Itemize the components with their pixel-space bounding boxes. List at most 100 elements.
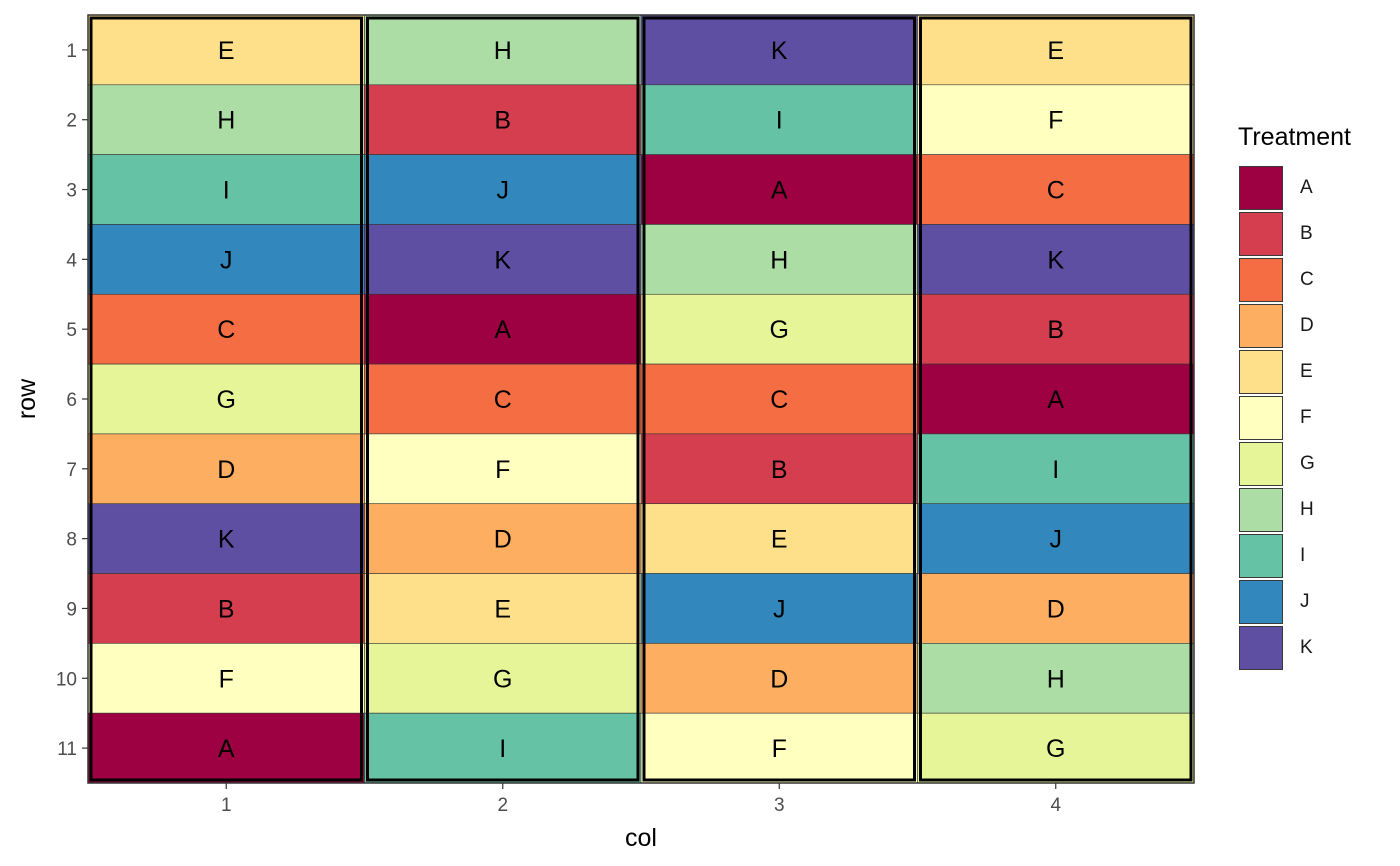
tile-label-col3-row5: G bbox=[770, 316, 789, 344]
tile-label-col3-row3: A bbox=[771, 177, 788, 205]
tiles-layer bbox=[87, 14, 1195, 784]
tile-label-col3-row7: B bbox=[771, 456, 788, 484]
legend-label: H bbox=[1300, 499, 1314, 520]
legend-label: C bbox=[1300, 269, 1314, 290]
y-tick-label: 7 bbox=[66, 460, 77, 481]
block-outline-col3 bbox=[642, 16, 916, 782]
x-tick-label: 2 bbox=[497, 795, 508, 816]
y-tick-label: 5 bbox=[66, 320, 77, 341]
tile-label-col4-row5: B bbox=[1047, 316, 1064, 344]
x-tick-label: 3 bbox=[774, 795, 785, 816]
tile-label-col3-row4: H bbox=[770, 246, 788, 274]
tile-label-col3-row11: F bbox=[772, 735, 787, 763]
tile-label-col2-row10: G bbox=[493, 665, 512, 693]
tile-col2-row7 bbox=[364, 433, 642, 505]
tile-col3-row6 bbox=[640, 363, 918, 435]
tile-col4-row11 bbox=[917, 712, 1195, 784]
legend-item: I bbox=[1238, 533, 1315, 579]
legend-key-swatch bbox=[1239, 350, 1283, 394]
tile-label-col1-row7: D bbox=[217, 456, 235, 484]
legend-key-swatch bbox=[1239, 258, 1283, 302]
tile-label-col4-row6: A bbox=[1047, 386, 1064, 414]
legend-item: G bbox=[1238, 441, 1315, 487]
tile-col2-row2 bbox=[364, 84, 642, 155]
tile-col2-row6 bbox=[364, 363, 642, 435]
tile-col2-row5 bbox=[364, 293, 642, 365]
tile-label-col3-row1: K bbox=[771, 37, 788, 65]
legend-item: H bbox=[1238, 487, 1315, 533]
column-blocks-layer bbox=[89, 16, 1193, 782]
y-tick-label: 1 bbox=[66, 41, 77, 62]
legend-key-swatch bbox=[1239, 212, 1283, 256]
legend-key-swatch bbox=[1239, 488, 1283, 532]
tile-col4-row10 bbox=[917, 643, 1195, 714]
legend-label: D bbox=[1300, 315, 1314, 336]
tile-col3-row4 bbox=[640, 224, 918, 295]
tile-label-col2-row8: D bbox=[494, 526, 512, 554]
tile-col2-row10 bbox=[364, 643, 642, 714]
tile-col2-row1 bbox=[364, 14, 642, 86]
legend-key-swatch bbox=[1239, 304, 1283, 348]
tile-label-col2-row1: H bbox=[494, 37, 512, 65]
legend-key-swatch bbox=[1239, 396, 1283, 440]
y-axis-label: row bbox=[13, 378, 41, 419]
tile-label-col3-row6: C bbox=[770, 386, 788, 414]
y-tick-label: 3 bbox=[66, 181, 77, 202]
y-tick-label: 11 bbox=[57, 739, 77, 760]
tile-label-col3-row2: I bbox=[776, 107, 783, 135]
tile-label-col1-row9: B bbox=[218, 595, 235, 623]
legend-item: F bbox=[1238, 395, 1315, 441]
tile-col3-row7 bbox=[640, 433, 918, 505]
legend-item: E bbox=[1238, 349, 1315, 395]
x-axis-label: col bbox=[625, 824, 657, 852]
legend-item: J bbox=[1238, 579, 1315, 625]
x-tick-label: 4 bbox=[1050, 795, 1061, 816]
tile-col4-row9 bbox=[917, 573, 1195, 644]
tile-col1-row7 bbox=[87, 433, 365, 505]
y-axis: 1 2 3 4 5 6 7 8 9 10 11 bbox=[56, 41, 88, 760]
tile-col4-row6 bbox=[917, 363, 1195, 435]
tile-col4-row2 bbox=[917, 84, 1195, 155]
legend-label: F bbox=[1300, 407, 1312, 428]
y-tick-label: 4 bbox=[66, 250, 77, 271]
legend: A B C D E F G H I J K bbox=[1238, 165, 1315, 671]
legend-item: D bbox=[1238, 303, 1315, 349]
legend-label: E bbox=[1300, 361, 1313, 382]
tile-col2-row8 bbox=[364, 503, 642, 574]
legend-label: J bbox=[1300, 591, 1310, 612]
legend-key-swatch bbox=[1239, 442, 1283, 486]
legend-label: K bbox=[1300, 637, 1313, 658]
legend-item: B bbox=[1238, 211, 1315, 257]
tile-label-col2-row6: C bbox=[494, 386, 512, 414]
tile-labels-layer: E H I J C G D K B F A H B J K A C F D E G I K I A H G C B E J D F E F C K B A I… bbox=[217, 37, 1066, 763]
y-tick-label: 10 bbox=[56, 669, 77, 690]
tile-label-col3-row10: D bbox=[770, 665, 788, 693]
tile-label-col4-row2: F bbox=[1048, 107, 1063, 135]
legend-label: I bbox=[1300, 545, 1306, 566]
tile-label-col2-row5: A bbox=[494, 316, 511, 344]
tile-col2-row3 bbox=[364, 154, 642, 225]
tile-label-col1-row3: I bbox=[223, 177, 230, 205]
tile-col1-row1 bbox=[87, 14, 365, 86]
tile-col1-row4 bbox=[87, 224, 365, 295]
tile-col1-row2 bbox=[87, 84, 365, 155]
tile-label-col1-row2: H bbox=[217, 107, 235, 135]
tile-label-col4-row9: D bbox=[1047, 595, 1065, 623]
tile-col4-row1 bbox=[917, 14, 1195, 86]
tile-col3-row5 bbox=[640, 293, 918, 365]
tile-col3-row1 bbox=[640, 14, 918, 86]
tile-col1-row6 bbox=[87, 363, 365, 435]
tile-label-col4-row10: H bbox=[1047, 665, 1065, 693]
legend-key-swatch bbox=[1239, 534, 1283, 578]
tile-label-col4-row7: I bbox=[1052, 456, 1059, 484]
tile-label-col1-row10: F bbox=[219, 665, 234, 693]
y-tick-label: 9 bbox=[66, 599, 77, 620]
tile-col1-row5 bbox=[87, 293, 365, 365]
tile-label-col4-row8: J bbox=[1050, 526, 1063, 554]
tile-col2-row9 bbox=[364, 573, 642, 644]
tile-label-col1-row4: J bbox=[220, 246, 233, 274]
legend-key-swatch bbox=[1239, 580, 1283, 624]
tile-label-col2-row11: I bbox=[499, 735, 506, 763]
tile-label-col2-row7: F bbox=[495, 456, 510, 484]
